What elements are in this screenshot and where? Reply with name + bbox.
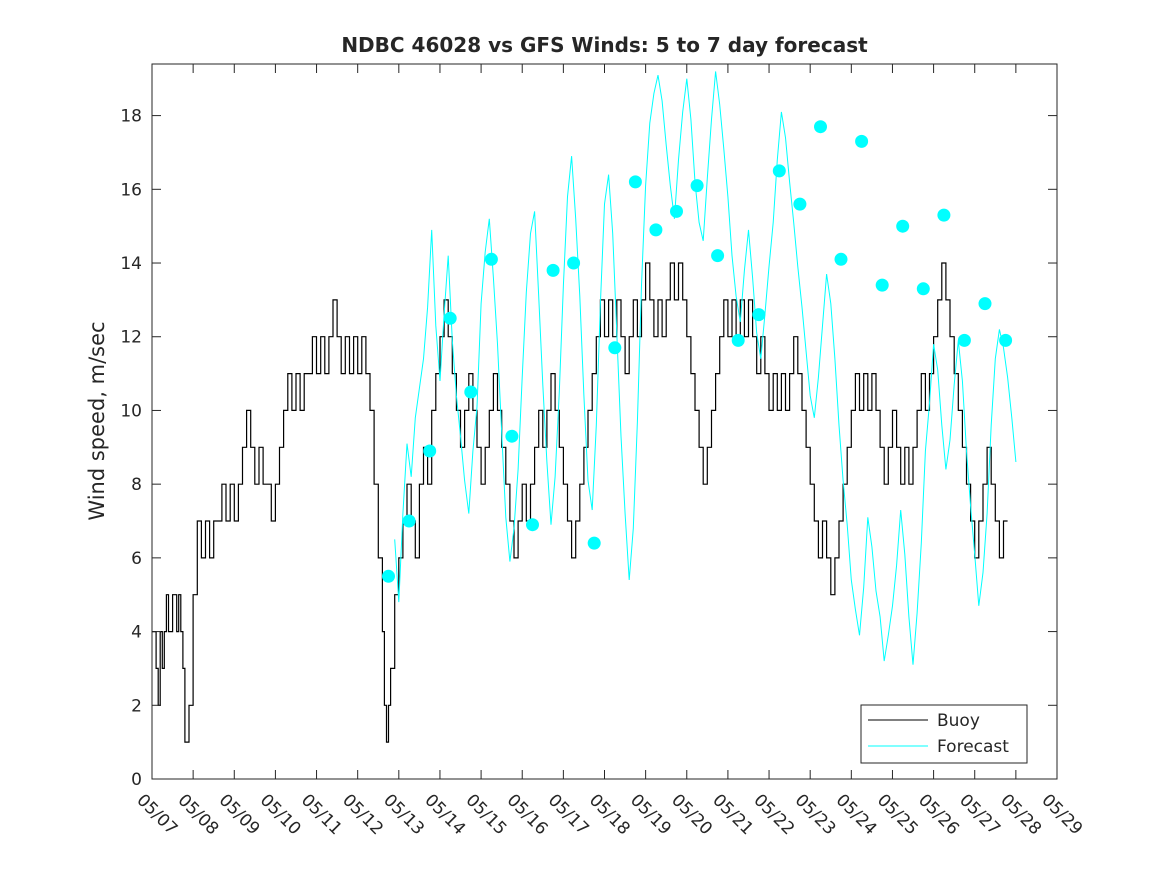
legend-label-buoy: Buoy [937,711,980,731]
forecast-marker [484,252,498,266]
forecast-marker [772,164,786,178]
y-tick-label: 14 [120,254,142,274]
y-tick-label: 0 [131,770,142,790]
legend-box [860,704,1028,764]
y-axis-label: Wind speed, m/sec [85,321,109,520]
y-tick-label: 6 [131,549,142,569]
y-tick-label: 16 [120,180,142,200]
forecast-marker [526,518,539,532]
forecast-marker [896,219,910,233]
forecast-marker [505,429,519,443]
forecast-marker [649,223,663,237]
forecast-marker [978,297,992,311]
y-tick-label: 4 [131,623,142,643]
forecast-marker [793,197,807,211]
forecast-marker [546,263,560,277]
y-tick-label: 12 [120,328,142,348]
forecast-marker [587,536,601,550]
forecast-marker [957,333,971,347]
forecast-marker [402,514,416,528]
buoy-series [152,262,1008,743]
forecast-marker [814,120,827,134]
forecast-marker [670,204,683,218]
forecast-marker [443,311,457,325]
forecast-marker [423,444,437,458]
forecast-marker [464,385,478,399]
y-tick-label: 18 [120,107,142,127]
y-tick-label: 2 [131,696,142,716]
buoy-line [152,262,1008,743]
forecast-marker [752,308,766,322]
y-axis: 0 2 4 6 8 10 12 14 16 18 [120,107,1057,790]
forecast-marker [690,179,704,193]
chart-title: NDBC 46028 vs GFS Winds: 5 to 7 day fore… [341,33,868,57]
forecast-marker [567,256,581,270]
forecast-marker [855,134,869,148]
y-tick-label: 8 [131,475,142,495]
forecast-marker [731,333,745,347]
forecast-marker [834,252,848,266]
legend: Buoy Forecast [860,704,1028,764]
y-tick-label: 10 [120,401,142,421]
forecast-marker [999,333,1013,347]
forecast-marker [382,569,395,583]
forecast-marker [711,249,725,263]
forecast-marker [875,278,889,292]
forecast-markers [382,120,1013,583]
plot-area [151,63,1058,780]
forecast-marker [608,341,622,355]
forecast-line [394,71,1017,665]
legend-label-forecast: Forecast [937,737,1009,757]
forecast-series [394,71,1017,665]
forecast-marker [937,208,951,222]
forecast-marker [916,282,930,296]
forecast-marker [628,175,642,189]
